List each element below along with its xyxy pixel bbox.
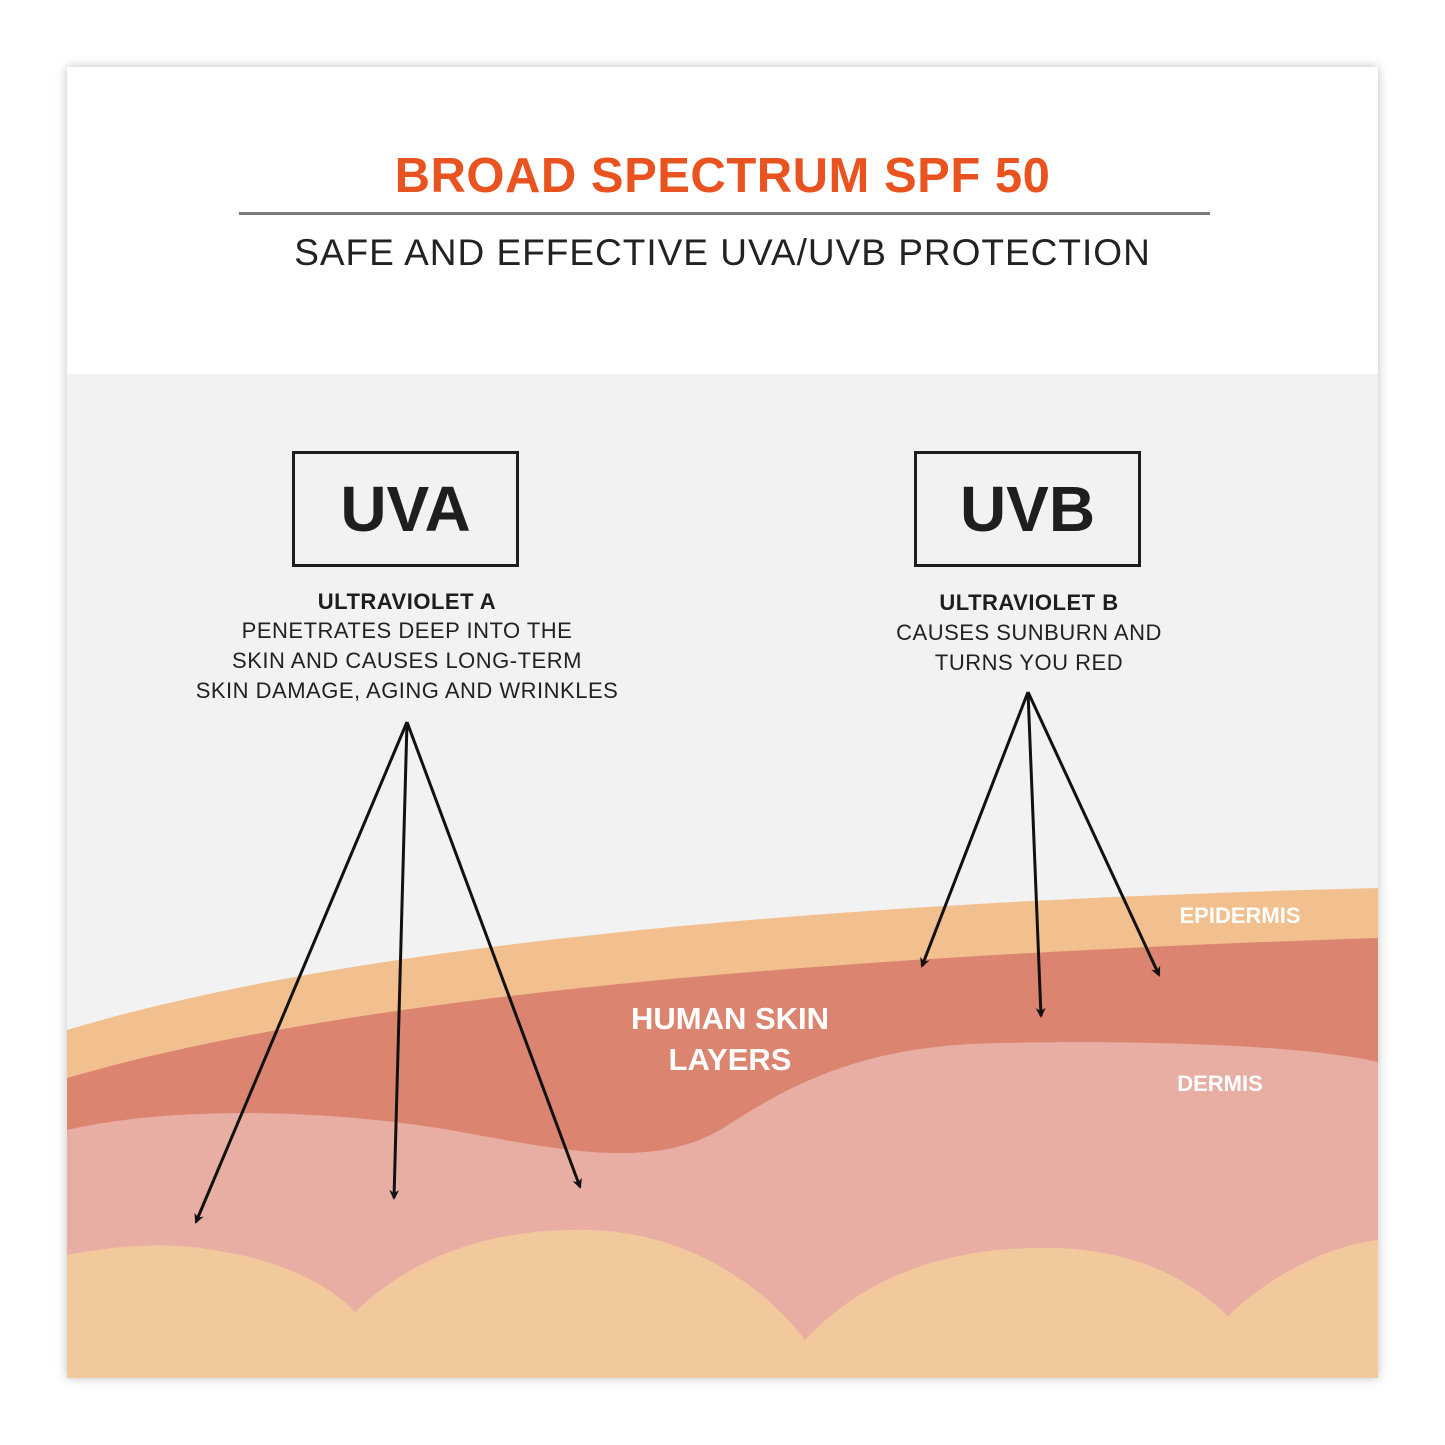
- uva-arrow: [405, 721, 582, 1189]
- uvb-description: CAUSES SUNBURN AND TURNS YOU RED: [729, 618, 1329, 678]
- subcutaneous-layer: [67, 1229, 1378, 1378]
- uvb-arrow: [1026, 691, 1161, 977]
- dermis-label: DERMIS: [1177, 1071, 1263, 1096]
- skin-layers-title-line: HUMAN SKIN: [630, 1001, 830, 1036]
- epidermis-label: EPIDERMIS: [1179, 903, 1301, 928]
- uvb-arrow: [1026, 691, 1046, 1018]
- uva-description-line: PENETRATES DEEP INTO THE: [241, 618, 573, 643]
- uva-arrow: [389, 721, 409, 1200]
- uva-label-box: UVA: [292, 451, 519, 567]
- uva-heading: ULTRAVIOLET A: [317, 589, 497, 614]
- uvb-description-line: CAUSES SUNBURN AND: [896, 620, 1162, 645]
- page-title: BROAD SPECTRUM SPF 50: [394, 149, 1051, 203]
- skin-layers-title: HUMAN SKIN LAYERS: [580, 998, 880, 1080]
- uva-arrow: [194, 721, 409, 1224]
- uvb-heading: ULTRAVIOLET B: [939, 590, 1119, 615]
- page-subtitle: SAFE AND EFFECTIVE UVA/UVB PROTECTION: [294, 232, 1151, 273]
- skin-layers-title-line: LAYERS: [668, 1042, 792, 1077]
- uvb-arrow: [920, 691, 1030, 968]
- uvb-description-line: TURNS YOU RED: [934, 650, 1124, 675]
- uvb-label-box: UVB: [914, 451, 1141, 567]
- uva-description-line: SKIN DAMAGE, AGING AND WRINKLES: [195, 678, 619, 703]
- title-divider: [239, 212, 1210, 215]
- uva-description: PENETRATES DEEP INTO THE SKIN AND CAUSES…: [107, 616, 707, 706]
- uva-description-line: SKIN AND CAUSES LONG-TERM: [232, 648, 582, 673]
